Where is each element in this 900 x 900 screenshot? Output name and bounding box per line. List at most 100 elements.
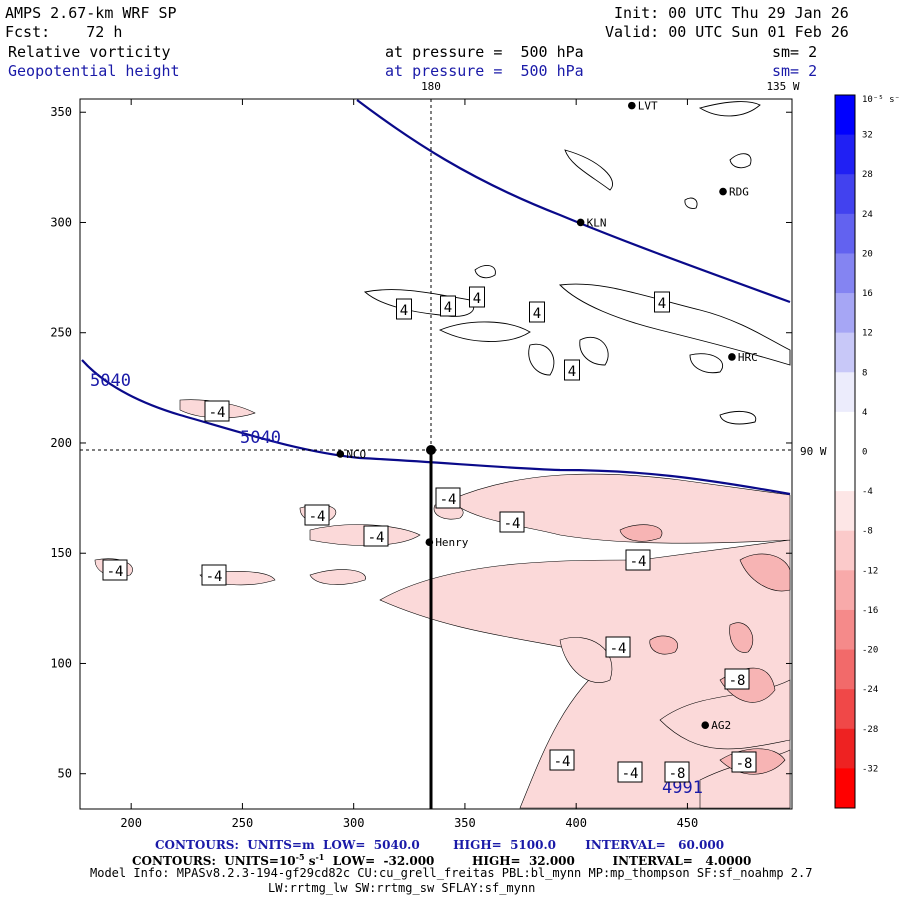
model-title: AMPS 2.67-km WRF SP <box>5 4 177 22</box>
colorbar-swatches <box>835 95 855 809</box>
footer-units-c: LOW= -32.000 HIGH= 32.000 INTERVAL= 4.00… <box>324 854 752 868</box>
footer-physics: LW:rrtmg_lw SW:rrtmg_sw SFLAY:sf_mynn <box>268 881 536 895</box>
colorbar-swatch <box>835 530 855 571</box>
colorbar-swatch <box>835 332 855 373</box>
station-label: NCO <box>346 448 366 461</box>
colorbar-swatch <box>835 411 855 452</box>
vorticity-label: -4 <box>504 516 521 532</box>
y-tick-label: 150 <box>50 546 72 560</box>
vorticity-label-box <box>363 525 389 547</box>
vorticity-label-box <box>625 549 651 571</box>
x-tick-label: 350 <box>454 816 476 830</box>
vorticity-label: -4 <box>309 509 326 525</box>
station-marker <box>336 450 345 458</box>
lon-180-label: 180 <box>421 80 441 93</box>
x-tick-label: 200 <box>120 816 142 830</box>
colorbar-swatch <box>835 372 855 413</box>
colorbar-swatch <box>835 609 855 651</box>
vorticity-label-box <box>549 749 575 771</box>
field-vorticity: Relative vorticity <box>8 43 171 61</box>
height-label: 5040 <box>240 428 281 448</box>
vorticity-label: -4 <box>209 405 226 421</box>
vorticity-label-box <box>617 761 643 783</box>
forecast-label: Fcst: 72 h <box>5 23 122 41</box>
vorticity-label-box <box>529 301 545 323</box>
vorticity-labels: 4 4 4 4 4 4 -4 -4 -4 -4 -4 -4 -4 -4 -4 -4 -4 -8 -8 -8 <box>102 286 757 783</box>
vorticity-label: -4 <box>440 492 457 508</box>
plot-frame <box>79 98 793 810</box>
vorticity-label: 4 <box>400 303 408 319</box>
colorbar-swatch <box>835 293 855 334</box>
lat-90w-label: 90 W <box>800 445 827 458</box>
vorticity-shading <box>94 399 791 809</box>
vorticity-label-box <box>204 400 230 422</box>
vorticity-label-box <box>664 761 690 783</box>
y-tick-label: 200 <box>50 436 72 450</box>
station-marker <box>701 721 710 730</box>
vorticity-label: -8 <box>729 673 746 689</box>
colorbar-swatch <box>835 768 855 809</box>
colorbar-swatch <box>835 253 855 294</box>
axis-tick-labels: 200 250 300 350 400 450 50 100 150 200 250 300 350 <box>50 105 698 830</box>
footer-height-contours: CONTOURS: UNITS=m LOW= 5040.0 HIGH= 5100… <box>155 838 725 852</box>
vorticity-label-box <box>396 298 412 320</box>
x-tick-label: 250 <box>232 816 254 830</box>
colorbar-swatch <box>835 570 855 611</box>
station-label: KLN <box>587 216 607 229</box>
colorbar-level: -24 <box>862 685 878 695</box>
colorbar-labels: 32 28 24 20 16 12 8 4 0 -4 -8 -12 -16 -20 -24 -28 -32 <box>862 131 878 775</box>
colorbar-frame <box>834 94 856 809</box>
lon-135w-label: 135 W <box>766 80 799 93</box>
vorticity-label: 4 <box>533 306 541 322</box>
station-label: LVT <box>638 100 658 113</box>
vorticity-label: 4 <box>444 300 452 316</box>
vorticity-label: -8 <box>669 766 686 782</box>
smoothing-vorticity: sm= 2 <box>772 43 818 61</box>
colorbar-level: 12 <box>862 329 873 339</box>
vorticity-label-box <box>654 291 670 313</box>
colorbar-swatch <box>835 649 855 690</box>
vorticity-label-box <box>731 751 757 773</box>
footer-units-exp: -5 <box>295 852 305 862</box>
station-marker <box>425 538 434 546</box>
station-marker <box>719 187 727 196</box>
vorticity-label-box <box>469 286 485 308</box>
footer-units-a: CONTOURS: UNITS=10 <box>132 854 296 868</box>
station-marker <box>728 353 736 361</box>
colorbar-swatch <box>835 213 855 254</box>
colorbar-level: 0 <box>862 448 867 458</box>
y-tick-label: 50 <box>58 767 72 781</box>
vorticity-label: -4 <box>368 530 385 546</box>
colorbar-swatch <box>835 689 855 730</box>
colorbar-swatch <box>835 451 855 492</box>
colorbar-level: 16 <box>862 289 873 299</box>
colorbar: 10⁻⁵ s⁻¹ 32 28 24 20 16 12 8 4 0 -4 -8 -12 -16 -20 -24… <box>834 94 900 809</box>
station-label: AG2 <box>711 719 731 732</box>
x-tick-label: 300 <box>343 816 365 830</box>
footer-model-info: Model Info: MPASv8.2.3-194-gf29cd82c CU:… <box>90 866 813 880</box>
positive-vorticity-contours <box>364 101 791 425</box>
colorbar-level: -20 <box>862 646 878 656</box>
colorbar-level: -8 <box>862 527 873 537</box>
vorticity-label: -4 <box>107 564 124 580</box>
vorticity-label-box <box>435 487 461 509</box>
colorbar-swatch <box>835 174 855 215</box>
vorticity-label: -4 <box>206 569 223 585</box>
y-tick-label: 350 <box>50 105 72 119</box>
footer-vorticity-contours: CONTOURS: UNITS=10-5 s-1 LOW= -32.000 HI… <box>132 852 751 868</box>
x-tick-label: 400 <box>565 816 587 830</box>
colorbar-level: -4 <box>862 487 873 497</box>
field-height: Geopotential height <box>8 62 180 80</box>
footer-units-exp2: -1 <box>315 852 325 862</box>
y-tick-label: 100 <box>50 656 72 670</box>
colorbar-level: 32 <box>862 131 873 141</box>
height-contours <box>81 99 791 496</box>
vorticity-label: -8 <box>736 756 753 772</box>
colorbar-level: -28 <box>862 725 878 735</box>
valid-time: Valid: 00 UTC Sun 01 Feb 26 <box>605 23 849 41</box>
cross-section-point <box>426 445 436 455</box>
axis-ticks <box>80 99 792 809</box>
forecast-key: Fcst: <box>5 23 51 41</box>
pressure-height: at pressure = 500 hPa <box>385 62 584 80</box>
forecast-value: 72 h <box>86 23 123 41</box>
